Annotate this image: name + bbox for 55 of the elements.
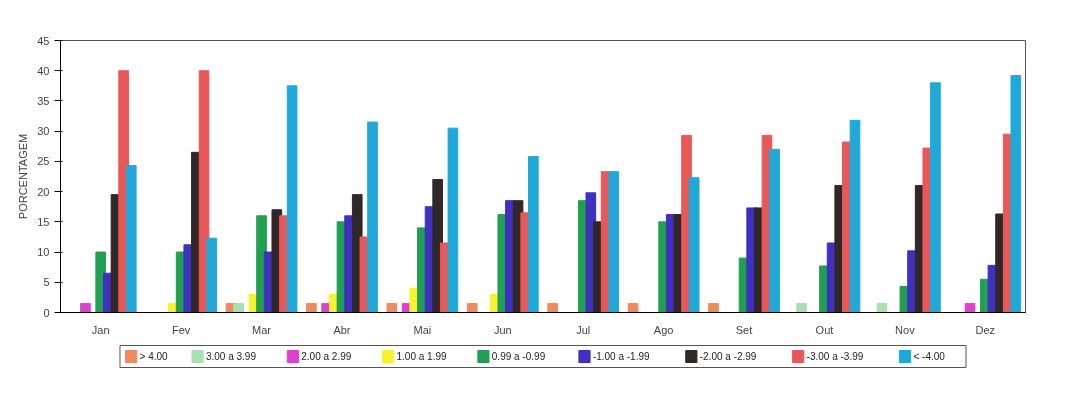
legend-label: 3.00 a 3.99 [205, 351, 257, 362]
x-tick-label: Jul [576, 323, 591, 336]
y-tick-label: 15 [37, 215, 50, 228]
bar [769, 148, 780, 313]
y-tick-label: 35 [37, 94, 50, 107]
y-tick-label: 0 [43, 306, 50, 319]
bar [608, 171, 620, 313]
x-tick-label: Mar [252, 323, 272, 336]
x-tick-label: Abr [333, 323, 351, 336]
bar [386, 302, 398, 313]
legend-label: -1.00 a -1.99 [592, 351, 651, 362]
bar [466, 302, 478, 313]
x-tick-label: Ago [653, 323, 674, 336]
x-tick-label: Dez [975, 323, 996, 336]
x-tick-label: Jan [91, 323, 110, 336]
bar [125, 165, 137, 313]
bar [306, 302, 317, 313]
bar [198, 70, 210, 313]
bar [1010, 75, 1022, 313]
y-tick-label: 40 [37, 64, 50, 77]
bar [849, 119, 861, 313]
bar [80, 302, 91, 313]
bar [627, 302, 639, 313]
bar [930, 82, 941, 313]
bar [796, 302, 807, 313]
bar [286, 85, 298, 313]
x-tick-label: Fev [171, 323, 191, 336]
bar [233, 302, 244, 313]
y-tick-label: 45 [37, 34, 50, 47]
legend-label: 2.00 a 2.99 [301, 351, 352, 362]
bar [708, 302, 719, 313]
legend-label: 1.00 a 1.99 [396, 351, 448, 362]
y-tick-label: 30 [37, 125, 50, 138]
bar [206, 237, 218, 313]
legend-label: > 4.00 [139, 351, 169, 362]
bar [876, 302, 888, 313]
y-axis-title: PORCENTAGEM [17, 133, 30, 220]
x-tick-label: Set [735, 323, 753, 336]
legend-label: -2.00 a -2.99 [699, 351, 757, 362]
bar [447, 127, 459, 313]
legend-label: 0.99 a -0.99 [491, 351, 546, 362]
x-tick-label: Jun [493, 323, 512, 336]
x-tick-label: Nov [895, 323, 916, 336]
y-tick-label: 5 [43, 276, 50, 289]
legend-label: < -4.00 [913, 351, 946, 362]
x-tick-label: Out [815, 323, 834, 336]
y-tick-label: 25 [37, 155, 50, 168]
y-tick-label: 10 [37, 246, 50, 259]
x-tick-label: Mai [413, 323, 432, 336]
bar [688, 177, 700, 313]
bar [528, 156, 539, 313]
bar [367, 121, 378, 313]
legend-label: -3.00 a -3.99 [806, 351, 864, 362]
y-tick-label: 20 [37, 185, 50, 198]
bar [547, 302, 558, 313]
